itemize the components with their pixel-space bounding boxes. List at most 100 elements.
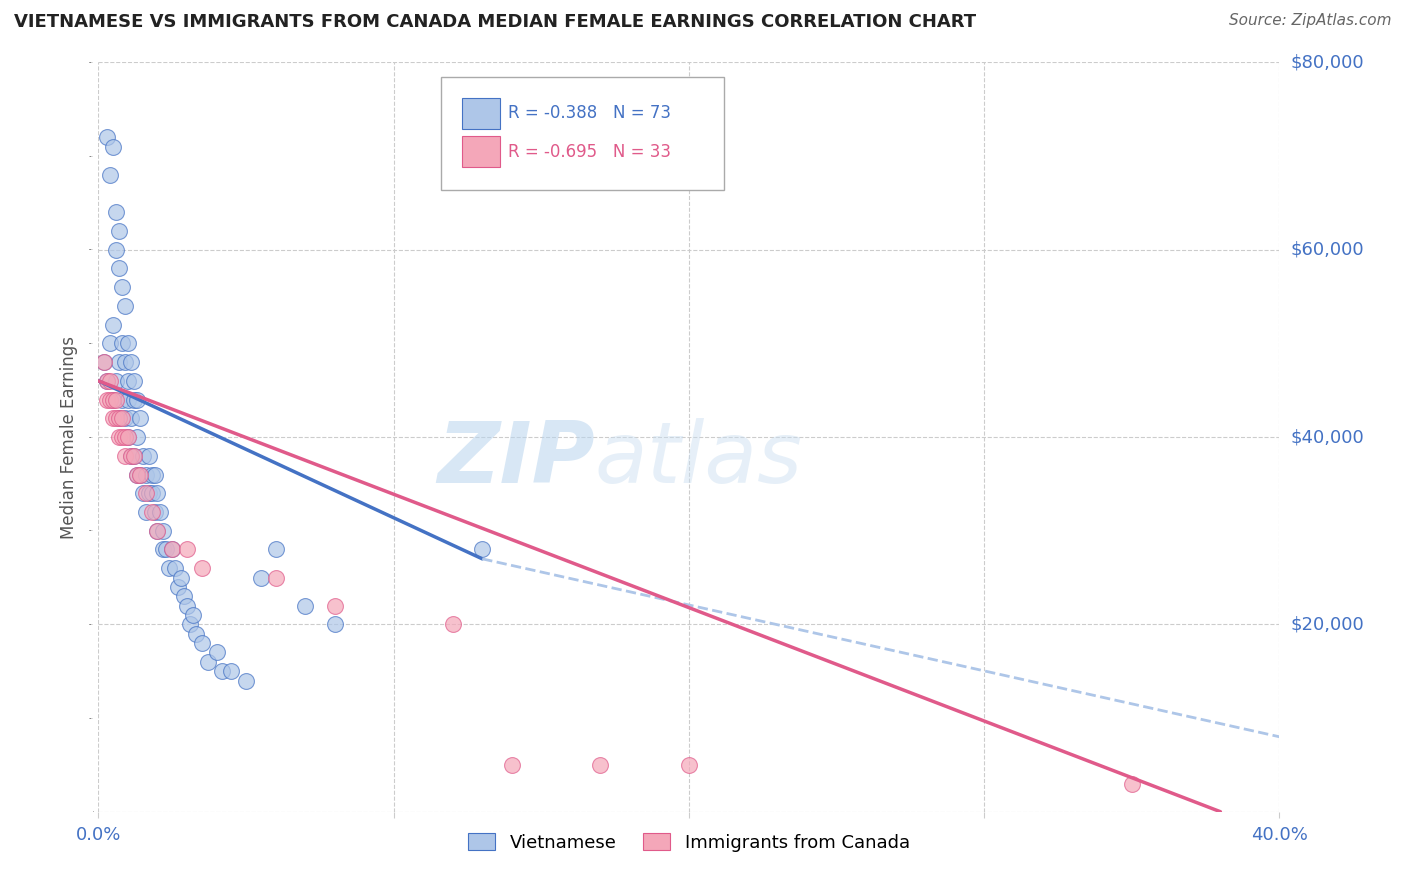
Point (141, 505, 163, 519)
Point (103, 139, 125, 153)
Point (125, 392, 148, 407)
Point (114, 411, 136, 425)
Point (167, 580, 190, 594)
Point (141, 486, 163, 500)
Point (108, 355, 131, 369)
Point (162, 542, 183, 557)
Point (98, 374, 121, 388)
Point (114, 299, 136, 313)
Y-axis label: Median Female Earnings: Median Female Earnings (60, 335, 79, 539)
Point (117, 374, 139, 388)
Point (98, 168, 121, 182)
Point (103, 411, 125, 425)
FancyBboxPatch shape (463, 97, 501, 129)
Point (176, 542, 198, 557)
Point (146, 486, 169, 500)
Text: R = -0.388   N = 73: R = -0.388 N = 73 (508, 104, 671, 122)
Point (146, 524, 169, 538)
Point (93, 355, 115, 369)
Point (117, 336, 139, 351)
Point (162, 542, 183, 557)
Point (114, 449, 136, 463)
Point (235, 673, 257, 688)
Point (152, 524, 174, 538)
Point (138, 486, 160, 500)
Point (111, 392, 134, 407)
Point (108, 224, 131, 238)
Point (264, 571, 287, 585)
Point (143, 467, 166, 482)
Point (146, 524, 169, 538)
Point (1121, 776, 1143, 791)
Point (105, 392, 128, 407)
Point (122, 374, 145, 388)
Point (191, 561, 214, 575)
Text: $60,000: $60,000 (1291, 241, 1364, 259)
Point (105, 243, 128, 257)
Point (111, 336, 134, 351)
Point (111, 280, 134, 294)
Point (120, 449, 142, 463)
Point (122, 449, 145, 463)
Point (211, 664, 233, 679)
Point (155, 542, 177, 557)
Point (170, 571, 193, 585)
Point (323, 617, 346, 632)
FancyBboxPatch shape (441, 78, 724, 190)
Point (108, 430, 131, 444)
Point (105, 205, 128, 219)
Point (264, 542, 287, 557)
Point (120, 449, 142, 463)
Point (181, 608, 204, 623)
Point (96, 392, 118, 407)
Point (108, 411, 131, 425)
Point (135, 505, 157, 519)
Point (111, 430, 134, 444)
Point (135, 486, 157, 500)
Text: Source: ZipAtlas.com: Source: ZipAtlas.com (1229, 13, 1392, 29)
Point (589, 758, 612, 772)
Point (117, 392, 139, 407)
Point (120, 355, 142, 369)
Point (103, 392, 125, 407)
Point (143, 505, 166, 519)
Point (117, 430, 139, 444)
Point (125, 467, 148, 482)
Point (173, 590, 195, 604)
Text: $20,000: $20,000 (1291, 615, 1364, 633)
Point (98, 392, 121, 407)
Text: R = -0.695   N = 33: R = -0.695 N = 33 (508, 143, 671, 161)
Point (441, 617, 464, 632)
Point (176, 599, 198, 613)
Point (98, 336, 121, 351)
Point (323, 599, 346, 613)
Point (122, 449, 145, 463)
Point (179, 617, 201, 632)
Point (122, 392, 145, 407)
Point (157, 561, 180, 575)
Point (221, 664, 243, 679)
Point (96, 374, 118, 388)
Point (125, 430, 148, 444)
Point (165, 561, 187, 575)
Point (108, 411, 131, 425)
Text: VIETNAMESE VS IMMIGRANTS FROM CANADA MEDIAN FEMALE EARNINGS CORRELATION CHART: VIETNAMESE VS IMMIGRANTS FROM CANADA MED… (14, 13, 976, 31)
Point (111, 411, 134, 425)
Point (93, 355, 115, 369)
Point (152, 542, 174, 557)
Text: ZIP: ZIP (437, 418, 595, 501)
Point (117, 430, 139, 444)
Point (128, 467, 150, 482)
Point (108, 261, 131, 276)
Point (250, 571, 273, 585)
Point (103, 392, 125, 407)
Point (141, 467, 163, 482)
Point (96, 130, 118, 145)
Point (149, 505, 172, 519)
Point (132, 486, 155, 500)
Point (294, 599, 316, 613)
Point (105, 374, 128, 388)
Point (103, 318, 125, 332)
Point (191, 636, 214, 650)
Point (471, 542, 494, 557)
